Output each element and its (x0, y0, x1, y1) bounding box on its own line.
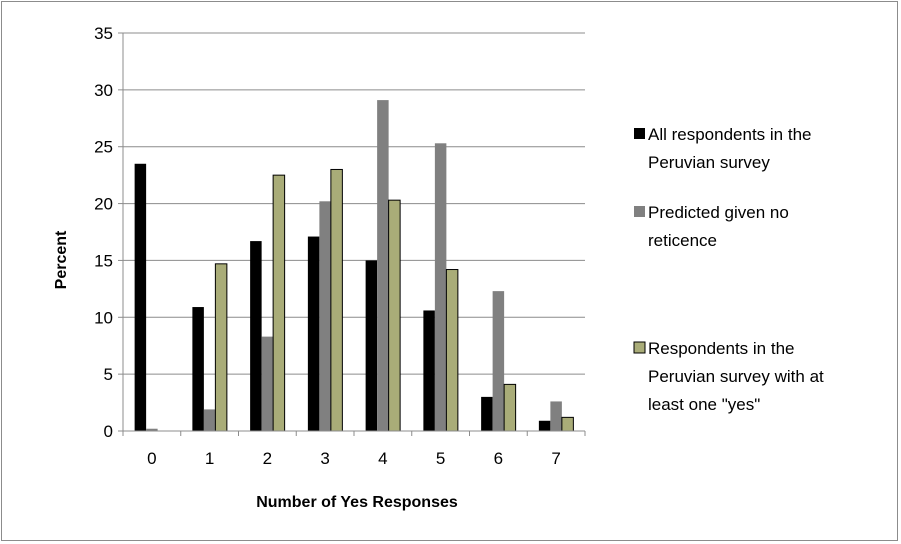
legend: All respondents in the Peruvian survey Pre… (633, 125, 824, 414)
bar-series-3 (388, 199, 401, 432)
y-tick-label: 20 (94, 195, 113, 214)
bar-series-1 (192, 307, 204, 431)
bar-series-2 (146, 428, 158, 431)
x-tick-labels: 0 1 2 3 4 5 6 7 (147, 449, 561, 468)
x-tick-label: 4 (378, 449, 387, 468)
bar-series-1 (481, 396, 493, 431)
legend-swatch (634, 206, 645, 217)
x-tick-label: 2 (263, 449, 272, 468)
y-tick-label: 35 (94, 24, 113, 43)
legend-label: Predicted given no reticence (648, 203, 789, 250)
bar-series-3 (214, 263, 228, 432)
gridlines (123, 32, 585, 375)
legend-label: All respondents in the Peruvian survey (648, 125, 812, 172)
bars (134, 100, 574, 432)
bar-series-2 (492, 291, 505, 431)
bar-series-2 (434, 143, 447, 431)
bar-series-2 (203, 409, 216, 431)
x-tick-label: 0 (147, 449, 156, 468)
bar-series-2 (550, 401, 562, 431)
x-tick-label: 6 (494, 449, 503, 468)
y-tick-label: 0 (104, 422, 113, 441)
bar-series-3 (503, 383, 517, 432)
x-tick-label: 7 (551, 449, 560, 468)
legend-swatch (634, 128, 645, 139)
bar-series-1 (134, 163, 147, 431)
axes (118, 32, 586, 436)
bar-series-1 (538, 420, 551, 431)
bar-series-3 (330, 168, 343, 432)
y-tick-label: 5 (104, 365, 113, 384)
bar-series-1 (423, 310, 435, 431)
x-tick-label: 1 (205, 449, 214, 468)
bar-series-3 (272, 174, 286, 432)
bar-series-2 (261, 336, 274, 431)
x-tick-label: 3 (320, 449, 329, 468)
y-tick-labels: 0 5 10 15 20 25 30 35 (94, 24, 113, 441)
bar-series-1 (307, 236, 320, 431)
bar-series-3 (561, 416, 574, 432)
y-axis-title: Percent (53, 230, 70, 289)
bar-series-2 (319, 201, 331, 431)
x-axis-title: Number of Yes Responses (256, 494, 458, 511)
y-tick-label: 10 (94, 308, 113, 327)
bar-series-2 (377, 100, 389, 431)
y-tick-label: 15 (94, 251, 113, 270)
legend-swatch (633, 341, 646, 354)
x-tick-label: 5 (436, 449, 445, 468)
bar-series-1 (365, 260, 378, 431)
y-tick-label: 25 (94, 138, 113, 157)
bar-series-3 (445, 269, 459, 432)
bar-series-1 (250, 241, 262, 431)
y-tick-label: 30 (94, 81, 113, 100)
legend-label: Respondents in the Peruvian survey with a… (648, 339, 824, 414)
